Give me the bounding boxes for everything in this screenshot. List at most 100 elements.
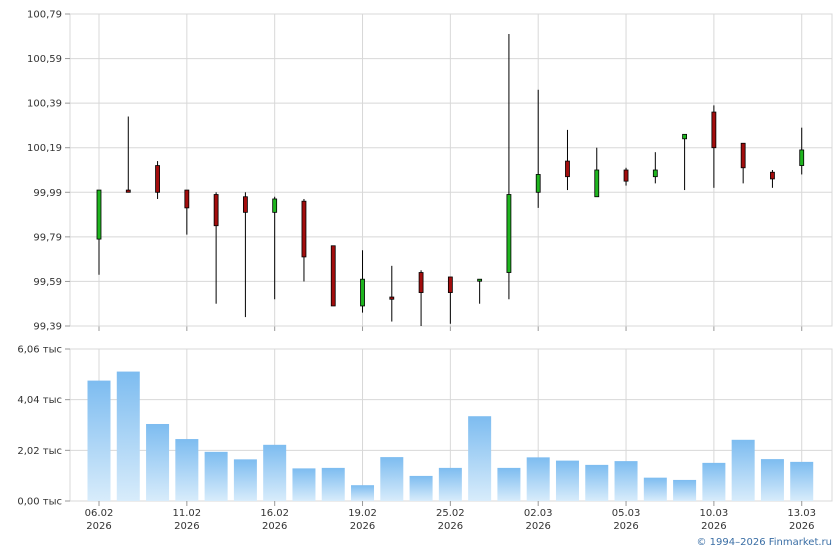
candle-body — [535, 174, 541, 193]
candle — [360, 250, 365, 313]
x-tick-label-date: 10.03 — [700, 508, 729, 519]
volume-y-tick-label: 4,04 тыс — [17, 395, 62, 406]
volume-bar — [526, 457, 550, 501]
candle — [242, 192, 248, 318]
candle-body — [623, 169, 629, 182]
candle — [125, 116, 131, 193]
volume-bar — [760, 459, 784, 501]
candle — [799, 127, 805, 175]
volume-bar — [497, 467, 521, 501]
candle-body — [565, 160, 570, 178]
x-tick-label-date: 13.03 — [787, 508, 816, 519]
candle-body — [155, 165, 160, 193]
volume-y-tick-label: 6,06 тыс — [17, 345, 62, 356]
candle — [565, 129, 570, 191]
volume-bar — [409, 475, 433, 501]
candle-body — [389, 296, 395, 300]
price-y-tick-label: 99,39 — [33, 322, 62, 333]
candle — [535, 89, 541, 208]
x-tick-label-year: 2026 — [438, 521, 463, 532]
candle — [711, 105, 717, 188]
volume-bar — [702, 462, 726, 501]
volume-bar — [87, 380, 111, 501]
candle — [96, 189, 102, 275]
candle-body — [799, 149, 805, 166]
candle — [477, 278, 483, 304]
candle-body — [418, 272, 424, 293]
x-tick-label-year: 2026 — [789, 521, 814, 532]
price-y-tick-label: 99,59 — [33, 277, 62, 288]
candle — [770, 170, 775, 188]
x-tick-label-date: 19.02 — [348, 508, 377, 519]
candle-body — [213, 194, 219, 227]
candle-body — [125, 189, 131, 193]
volume-panel: 0,00 тыс 2,02 тыс 4,04 тыс 6,06 тыс — [17, 345, 833, 508]
price-y-tick-label: 99,99 — [33, 188, 62, 199]
volume-bar — [263, 444, 287, 501]
candle — [652, 152, 658, 184]
candle-body — [652, 169, 658, 178]
volume-bar — [614, 461, 638, 501]
candle-body — [594, 169, 600, 198]
candle-body — [96, 189, 102, 240]
volume-bar — [204, 451, 228, 501]
volume-bar — [673, 479, 697, 501]
candle-body — [360, 278, 365, 307]
x-tick-label-date: 05.03 — [612, 508, 641, 519]
candle-body — [184, 189, 190, 209]
x-tick-label-date: 06.02 — [85, 508, 114, 519]
volume-bar — [292, 468, 316, 501]
price-panel: 99,39 99,59 99,79 99,99 100,19 100,39 100,59 10… — [27, 10, 833, 333]
candle — [301, 198, 307, 282]
volume-bar — [380, 457, 404, 501]
copyright-text: © 1994–2026 Finmarket.ru — [696, 537, 832, 548]
price-y-tick-label: 100,39 — [27, 99, 62, 110]
x-tick-label-date: 25.02 — [436, 508, 465, 519]
price-y-tick-label: 100,59 — [27, 54, 62, 65]
price-plot-area — [69, 13, 833, 327]
x-tick-label-date: 11.02 — [173, 508, 202, 519]
x-tick-label-year: 2026 — [613, 521, 638, 532]
x-tick-label-year: 2026 — [174, 521, 199, 532]
volume-bar — [321, 467, 345, 501]
x-tick-label-date: 02.03 — [524, 508, 553, 519]
candle — [740, 142, 746, 184]
volume-bar — [731, 439, 755, 501]
x-tick-label-year: 2026 — [525, 521, 550, 532]
x-tick-label-year: 2026 — [350, 521, 375, 532]
candle — [682, 133, 687, 191]
x-tick-label-year: 2026 — [262, 521, 287, 532]
price-y-tick-label: 100,19 — [27, 143, 62, 154]
x-tick-label-date: 16.02 — [260, 508, 289, 519]
x-tick-label-year: 2026 — [86, 521, 111, 532]
volume-bar — [585, 464, 609, 501]
volume-y-tick-label: 2,02 тыс — [17, 446, 62, 457]
candle-body — [770, 171, 775, 180]
volume-bar — [468, 416, 492, 501]
candle — [272, 196, 278, 300]
candle — [418, 270, 424, 326]
candle-body — [740, 142, 746, 169]
candle — [506, 34, 512, 300]
candle — [594, 147, 600, 198]
candle-body — [330, 245, 336, 307]
volume-bar — [790, 461, 814, 501]
price-y-tick-label: 99,79 — [33, 232, 62, 243]
candle-body — [301, 200, 307, 258]
volume-bar — [116, 371, 140, 501]
x-tick-label-year: 2026 — [701, 521, 726, 532]
candle-body — [506, 194, 512, 273]
volume-bar — [146, 423, 170, 501]
candle — [184, 189, 190, 235]
candle-body — [477, 278, 483, 282]
candle-body — [711, 111, 717, 149]
candle — [447, 276, 453, 324]
volume-y-tick-label: 0,00 тыс — [17, 497, 62, 508]
candle-body — [242, 196, 248, 213]
candle — [213, 192, 219, 304]
volume-bar — [351, 485, 375, 501]
volume-bar — [555, 460, 579, 501]
price-y-tick-label: 100,79 — [27, 10, 62, 21]
candle-body — [272, 198, 278, 213]
